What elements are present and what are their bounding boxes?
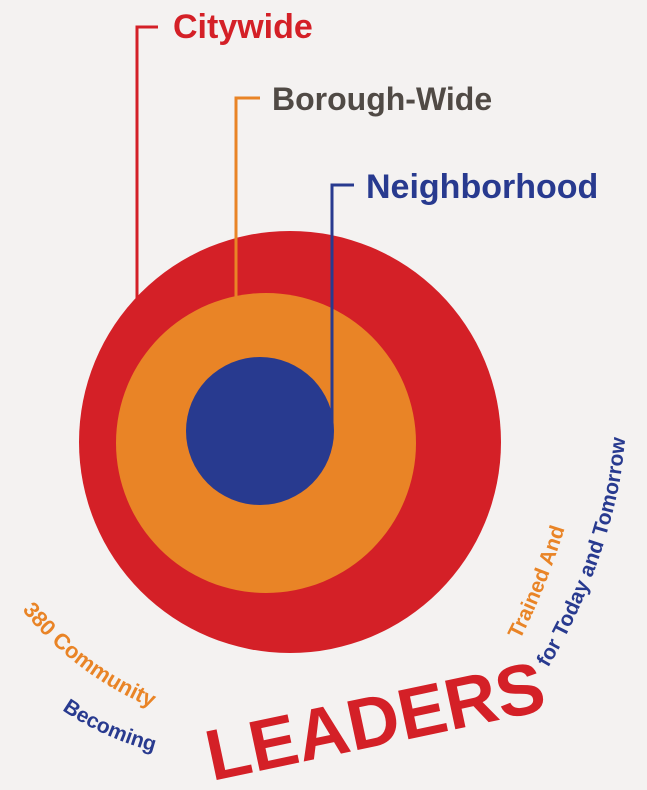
neighborhood-leader-line — [330, 183, 354, 432]
borough-leader-line — [234, 96, 260, 303]
caption-leaders: LEADERS — [199, 647, 552, 785]
neighborhood-label: Neighborhood — [366, 168, 598, 206]
caption-380-community: 380 Community — [18, 597, 160, 712]
borough-label: Borough-Wide — [272, 81, 492, 117]
neighborhood-circle — [186, 357, 334, 505]
citywide-leader-line — [135, 25, 158, 300]
citywide-label: Citywide — [173, 8, 313, 46]
